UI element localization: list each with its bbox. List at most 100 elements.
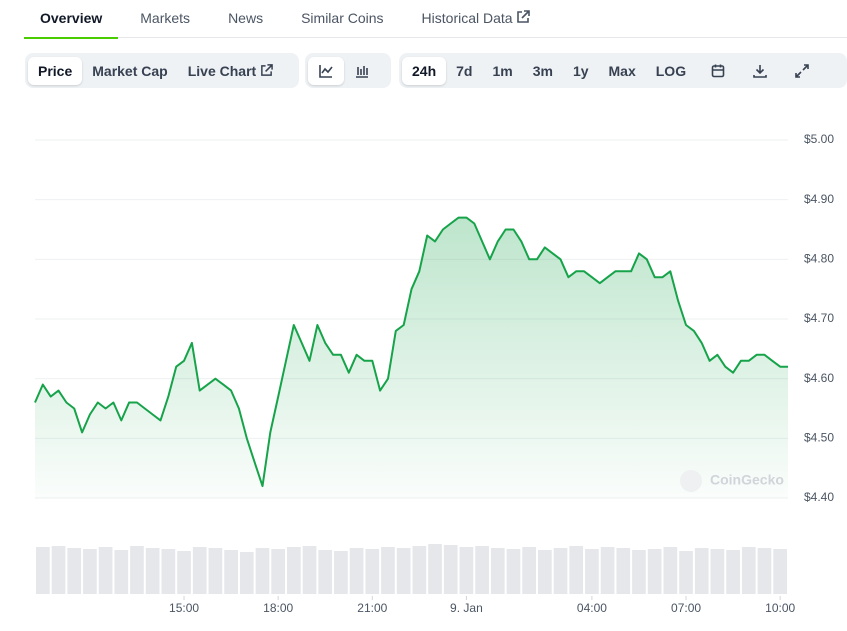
volume-bar xyxy=(83,549,97,594)
external-icon xyxy=(261,64,274,76)
range-button[interactable]: 7d xyxy=(456,62,473,79)
chart-style-toggle xyxy=(305,53,391,88)
x-tick-label: 07:00 xyxy=(671,601,701,615)
calendar-icon xyxy=(711,64,725,77)
external-icon xyxy=(517,10,531,23)
view-button[interactable]: Market Cap xyxy=(92,62,168,79)
volume-bar xyxy=(585,549,599,594)
volume-bar xyxy=(569,546,584,594)
y-tick-label: $4.40 xyxy=(804,490,834,504)
price-line xyxy=(34,216,788,488)
watermark-text: CoinGecko xyxy=(710,472,784,488)
tab[interactable]: Overview xyxy=(24,0,119,39)
volume-bar xyxy=(51,546,66,594)
y-tick-label: $4.70 xyxy=(804,311,834,325)
volume-bar xyxy=(224,550,238,594)
volume-bar xyxy=(553,548,568,594)
volume-bar xyxy=(490,548,505,594)
volume-bar xyxy=(506,549,521,594)
volume-bar xyxy=(271,549,285,594)
tab[interactable]: Markets xyxy=(140,10,191,26)
download-button[interactable] xyxy=(742,57,778,85)
x-tick-label: 04:00 xyxy=(577,601,607,615)
range-button[interactable]: 1m xyxy=(492,62,513,79)
volume-bar xyxy=(741,547,756,594)
range-button[interactable]: 24h xyxy=(402,56,447,85)
volume-bar xyxy=(302,546,317,594)
volume-bar xyxy=(98,547,113,594)
y-tick-label: $4.60 xyxy=(804,371,834,385)
range-button[interactable]: 3m xyxy=(532,62,553,79)
volume-bar xyxy=(522,547,536,594)
volume-bar xyxy=(177,551,191,594)
y-tick-label: $4.50 xyxy=(804,431,834,445)
volume-bar xyxy=(616,548,631,594)
y-tick-label: $4.90 xyxy=(804,192,834,206)
volume-bar xyxy=(538,550,552,594)
volume-bar xyxy=(412,546,427,594)
volume-bar xyxy=(459,547,474,594)
x-tick-label: 18:00 xyxy=(263,601,293,615)
volume-bar xyxy=(161,549,176,594)
volume-bar xyxy=(145,548,160,594)
watermark-logo xyxy=(680,470,702,492)
view-toggle: Price Market Cap Live Chart xyxy=(25,53,299,88)
volume-bar xyxy=(287,547,301,594)
view-button[interactable]: Live Chart xyxy=(178,57,283,85)
volume-bar xyxy=(600,547,615,594)
candle-icon xyxy=(356,65,368,78)
log-button[interactable]: LOG xyxy=(655,62,687,79)
volume-bar xyxy=(381,547,395,594)
volume-bar xyxy=(710,549,725,594)
download-icon xyxy=(753,64,767,78)
volume-bar xyxy=(36,547,50,594)
watermark: CoinGecko xyxy=(680,470,784,492)
range-button[interactable]: 1y xyxy=(572,62,589,79)
line-icon xyxy=(319,64,333,78)
x-tick-label: 15:00 xyxy=(169,601,199,615)
volume-bar xyxy=(396,548,411,594)
tab[interactable]: News xyxy=(228,10,264,26)
volume-bar xyxy=(130,546,144,594)
candle-chart-button[interactable] xyxy=(344,57,380,85)
volume-bar xyxy=(349,548,364,594)
volume-bar xyxy=(663,547,678,594)
x-tick-label: 21:00 xyxy=(357,601,387,615)
volume-bar xyxy=(443,545,458,594)
x-tick-label: 10:00 xyxy=(765,601,795,615)
volume-bar xyxy=(757,548,772,594)
line-chart-button[interactable] xyxy=(308,56,344,85)
volume-bar xyxy=(255,548,270,594)
button-label: Live Chart xyxy=(187,62,257,79)
volume-bar xyxy=(773,549,787,594)
tab-label: Historical Data xyxy=(421,10,513,26)
range-toggle: 24h 7d 1m 3m 1y Max LOG xyxy=(399,53,847,88)
calendar-button[interactable] xyxy=(700,57,736,85)
y-tick-label: $5.00 xyxy=(804,132,834,146)
view-button[interactable]: Price xyxy=(28,56,83,85)
range-button[interactable]: Max xyxy=(608,62,636,79)
fullscreen-button[interactable] xyxy=(784,57,820,85)
volume-bar xyxy=(318,550,333,594)
volume-bar xyxy=(114,550,129,594)
volume-bar xyxy=(679,551,693,594)
volume-bar xyxy=(647,549,662,594)
volume-bar xyxy=(726,550,740,594)
volume-bar xyxy=(192,547,207,594)
volume-bar xyxy=(475,546,489,594)
y-tick-label: $4.80 xyxy=(804,252,834,266)
volume-bar xyxy=(632,550,646,594)
volume-bar xyxy=(428,544,442,594)
expand-icon xyxy=(795,63,809,78)
tab[interactable]: Similar Coins xyxy=(301,10,384,26)
volume-bar xyxy=(365,549,380,594)
volume-bar xyxy=(334,551,348,594)
tab[interactable]: Historical Data xyxy=(406,0,547,37)
tab-bar: Overview Markets News Similar Coins Hist… xyxy=(24,0,847,39)
volume-bar xyxy=(208,548,223,594)
volume-bar xyxy=(694,548,709,594)
volume-bar xyxy=(239,552,254,594)
x-tick-label: 9. Jan xyxy=(450,601,483,615)
